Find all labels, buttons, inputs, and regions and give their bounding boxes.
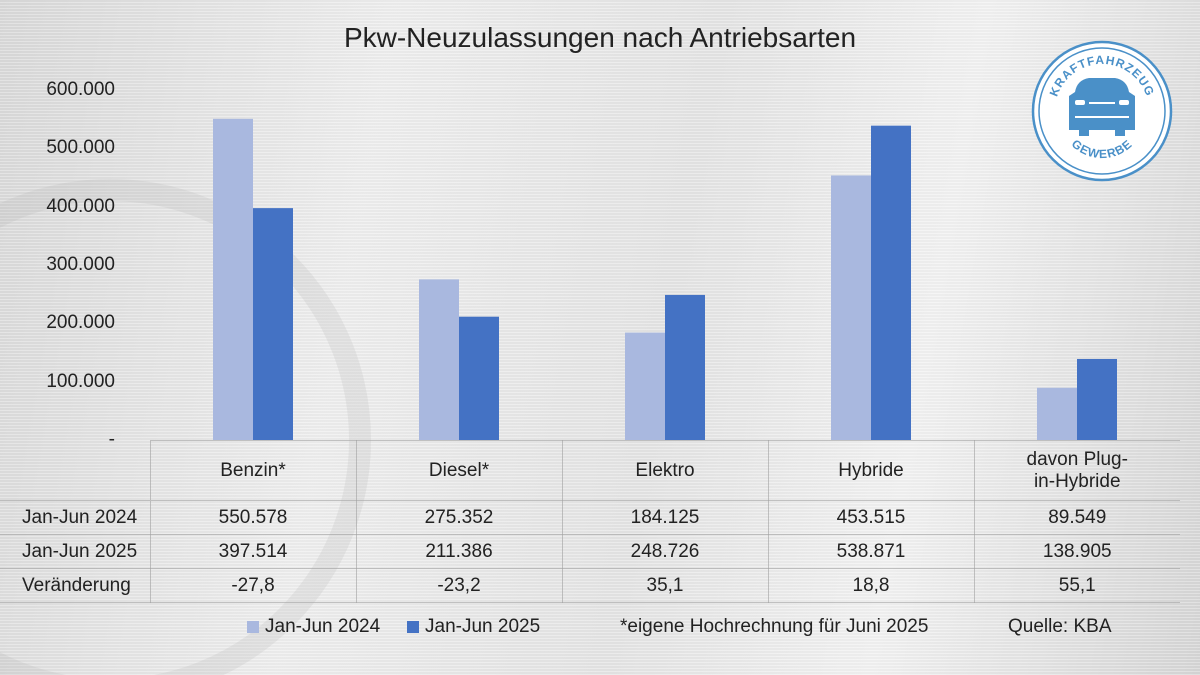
legend-item-2025: Jan-Jun 2025	[407, 616, 540, 638]
legend-swatch	[407, 621, 419, 633]
table-cell: 397.514	[149, 534, 357, 569]
y-tick-label: 300.000	[46, 254, 115, 275]
table-cell: 275.352	[355, 500, 563, 535]
bar-2024	[625, 332, 665, 440]
table-cell: 138.905	[973, 534, 1180, 569]
chart-title: Pkw-Neuzulassungen nach Antriebsarten	[343, 22, 857, 53]
footnote: *eigene Hochrechnung für Juni 2025	[620, 616, 929, 637]
y-tick-label: 100.000	[46, 371, 115, 392]
bar-2025	[253, 208, 293, 440]
category-label: Elektro	[561, 440, 769, 501]
table-cell: 453.515	[767, 500, 975, 535]
table-cell: 18,8	[767, 568, 975, 603]
category-label: Benzin*	[149, 440, 357, 501]
y-tick-label: 600.000	[46, 79, 115, 100]
bar-2025	[1077, 358, 1117, 440]
table-cell: -23,2	[355, 568, 563, 603]
kraftfahrzeug-gewerbe-logo: KRAFTFAHRZEUG GEWERBE	[1031, 40, 1173, 182]
table-cell: 248.726	[561, 534, 769, 569]
table-header-row: Benzin* Diesel* Elektro Hybride davon Pl…	[0, 440, 1180, 501]
row-label: Jan-Jun 2025	[0, 534, 151, 569]
legend-label: Jan-Jun 2024	[265, 616, 381, 637]
category-label: Hybride	[767, 440, 975, 501]
table-cell: -27,8	[149, 568, 357, 603]
table-row: Veränderung -27,8 -23,2 35,1 18,8 55,1	[0, 568, 1180, 603]
legend-item-2024: Jan-Jun 2024	[247, 616, 380, 638]
legend-label: Jan-Jun 2025	[425, 616, 541, 637]
table-cell: 538.871	[767, 534, 975, 569]
table-cell: 35,1	[561, 568, 769, 603]
table-cell: 55,1	[973, 568, 1180, 603]
table-cell: 550.578	[149, 500, 357, 535]
table-cell: 89.549	[973, 500, 1180, 535]
bar-2025	[871, 125, 911, 441]
category-label: davon Plug-in-Hybride	[973, 440, 1180, 501]
legend-swatch	[247, 621, 259, 633]
table-cell: 184.125	[561, 500, 769, 535]
bar-2025	[459, 316, 499, 440]
bar-2024	[831, 175, 871, 440]
bar-2025	[665, 294, 705, 440]
bar-2024	[213, 118, 253, 440]
source-note: Quelle: KBA	[1008, 616, 1112, 637]
bar-2024	[1037, 387, 1077, 440]
bar-2024	[419, 279, 459, 440]
y-tick-label: 200.000	[46, 312, 115, 333]
y-tick-label: 400.000	[46, 196, 115, 217]
data-table: Benzin* Diesel* Elektro Hybride davon Pl…	[0, 440, 1180, 603]
table-row: Jan-Jun 2024 550.578 275.352 184.125 453…	[0, 500, 1180, 535]
table-row: Jan-Jun 2025 397.514 211.386 248.726 538…	[0, 534, 1180, 569]
row-label: Veränderung	[0, 568, 151, 603]
y-tick-label: 500.000	[46, 137, 115, 158]
table-cell: 211.386	[355, 534, 563, 569]
row-label: Jan-Jun 2024	[0, 500, 151, 535]
y-tick-label: -	[108, 429, 115, 450]
category-label: Diesel*	[355, 440, 563, 501]
